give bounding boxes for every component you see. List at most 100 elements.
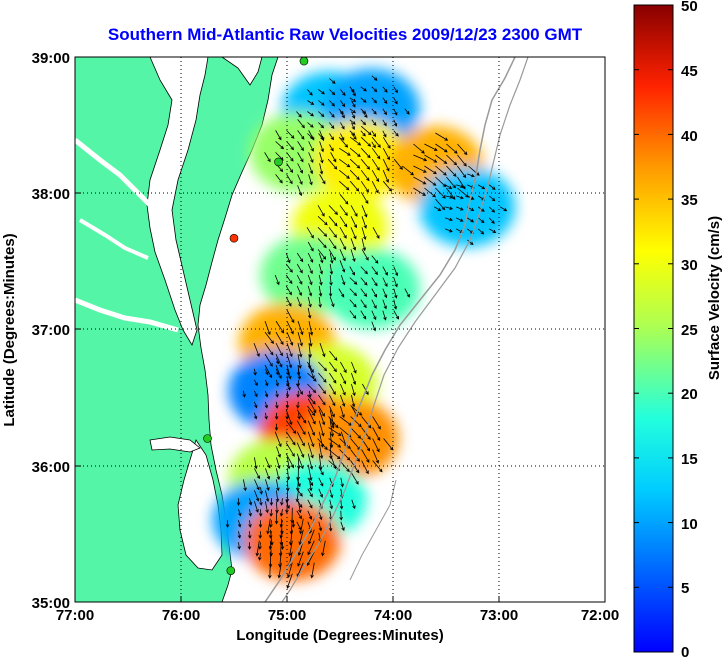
velocity-vector (489, 228, 497, 233)
velocity-vector (328, 227, 337, 238)
velocity-vector (424, 154, 438, 163)
velocity-vector (329, 100, 335, 107)
velocity-vector (253, 342, 260, 358)
potomac-river (75, 138, 152, 207)
velocity-vector (265, 479, 270, 491)
velocity-vector (328, 416, 339, 429)
velocity-vector (264, 401, 269, 409)
x-axis: 77:00 76:00 75:00 74:00 73:00 72:00 Long… (56, 596, 619, 644)
velocity-vector (286, 365, 292, 380)
velocity-vector (466, 239, 474, 246)
velocity-vector (308, 152, 314, 164)
velocity-vector (275, 490, 280, 503)
velocity-vector (274, 423, 279, 431)
velocity-vector (265, 468, 271, 480)
velocity-vector (360, 97, 367, 103)
velocity-vector (275, 501, 279, 514)
velocity-vector (339, 449, 351, 461)
velocity-vector (371, 255, 379, 264)
velocity-vector (445, 206, 454, 210)
velocity-vector (318, 420, 325, 437)
velocity-vector (307, 464, 313, 481)
velocity-vector (339, 205, 348, 217)
velocity-vector (328, 216, 338, 227)
velocity-vector (318, 521, 323, 532)
velocity-vector (266, 518, 271, 535)
velocity-vector (275, 379, 279, 387)
velocity-vector (329, 361, 337, 373)
velocity-vector (404, 108, 410, 115)
velocity-vector (393, 277, 398, 288)
velocity-vector (360, 191, 369, 205)
velocity-vector (393, 310, 400, 320)
velocity-vector (371, 86, 378, 93)
velocity-vector (286, 174, 293, 185)
velocity-vector (275, 331, 284, 346)
velocity-vector (280, 498, 284, 506)
velocity-vector (275, 342, 283, 357)
x-tick-label: 75:00 (268, 607, 306, 624)
velocity-vector (340, 372, 347, 385)
y-axis-label: Latitude (Degrees:Minutes) (1, 233, 18, 426)
velocity-vector (285, 453, 295, 469)
velocity-vector (350, 205, 358, 217)
velocity-vector (382, 299, 387, 310)
velocity-vector (351, 372, 357, 385)
velocity-vector (338, 147, 351, 156)
velocity-vector (269, 520, 273, 528)
velocity-vector (349, 266, 356, 276)
velocity-vector (274, 412, 279, 420)
velocity-vector (361, 205, 368, 218)
velocity-vector (286, 309, 295, 324)
velocity-vector (393, 299, 398, 310)
velocity-vector (299, 518, 304, 535)
velocity-vector (372, 460, 383, 473)
velocity-vector (382, 130, 387, 138)
velocity-vector (317, 238, 327, 249)
velocity-vector (236, 498, 241, 506)
velocity-vector (265, 457, 271, 469)
velocity-vector (361, 416, 372, 429)
velocity-vector (329, 111, 335, 118)
velocity-vector (435, 187, 446, 199)
velocity-vector (297, 320, 304, 336)
velocity-vector (307, 89, 313, 96)
velocity-vector (308, 332, 313, 347)
velocity-vector (308, 141, 314, 152)
velocity-vector (330, 152, 337, 163)
velocity-vector (446, 165, 457, 177)
velocity-vector (286, 163, 294, 173)
velocity-vector (318, 122, 325, 129)
colorbar-tick-label: 40 (681, 128, 698, 145)
colorbar-tick-label: 10 (681, 516, 698, 533)
velocity-vector (321, 540, 326, 557)
velocity-vector (286, 354, 293, 369)
velocity-vector (296, 252, 304, 263)
velocity-vector (307, 405, 316, 416)
velocity-vector (349, 158, 361, 169)
velocity-vector (255, 540, 260, 557)
velocity-vector (276, 446, 281, 458)
velocity-vector (307, 420, 316, 436)
velocity-vector (285, 499, 290, 510)
velocity-vector (328, 449, 341, 460)
velocity-vector (329, 78, 336, 84)
velocity-vector (350, 249, 356, 262)
velocity-vector (296, 431, 305, 447)
velocity-vector (265, 379, 269, 387)
velocity-vector (296, 390, 300, 398)
velocity-vector (259, 487, 263, 495)
velocity-vector (328, 438, 342, 448)
velocity-vector (317, 216, 328, 226)
velocity-vector (275, 141, 285, 150)
velocity-vector (329, 350, 338, 361)
velocity-vector (286, 342, 293, 358)
velocity-vector (296, 285, 302, 297)
velocity-vector (307, 383, 317, 394)
velocity-vector (297, 551, 304, 567)
velocity-vector (340, 133, 345, 141)
radar-station-marker (229, 233, 239, 243)
velocity-vector (349, 97, 357, 102)
velocity-vector (393, 86, 398, 94)
velocity-vector (307, 431, 315, 448)
